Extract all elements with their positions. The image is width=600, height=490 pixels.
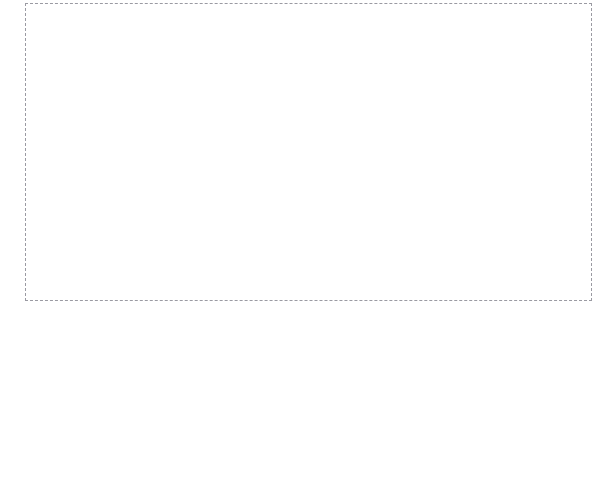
ftir-annotation-1478	[138, 439, 162, 446]
ftir-annotation-956	[163, 426, 185, 433]
legend-label-complete-octahedron	[402, 274, 458, 282]
ftir-annotation-1643	[108, 366, 132, 373]
pl-decay-chart	[386, 310, 600, 490]
ftir-chart	[0, 310, 200, 490]
panel-a-dashed-border	[25, 3, 592, 301]
xps-chart	[198, 310, 394, 490]
panel-a-illustration	[0, 0, 600, 308]
ftir-annotation-2924	[62, 447, 64, 454]
ftir-annotation-1534	[106, 427, 132, 434]
ftir-annotation-3075	[48, 403, 70, 410]
